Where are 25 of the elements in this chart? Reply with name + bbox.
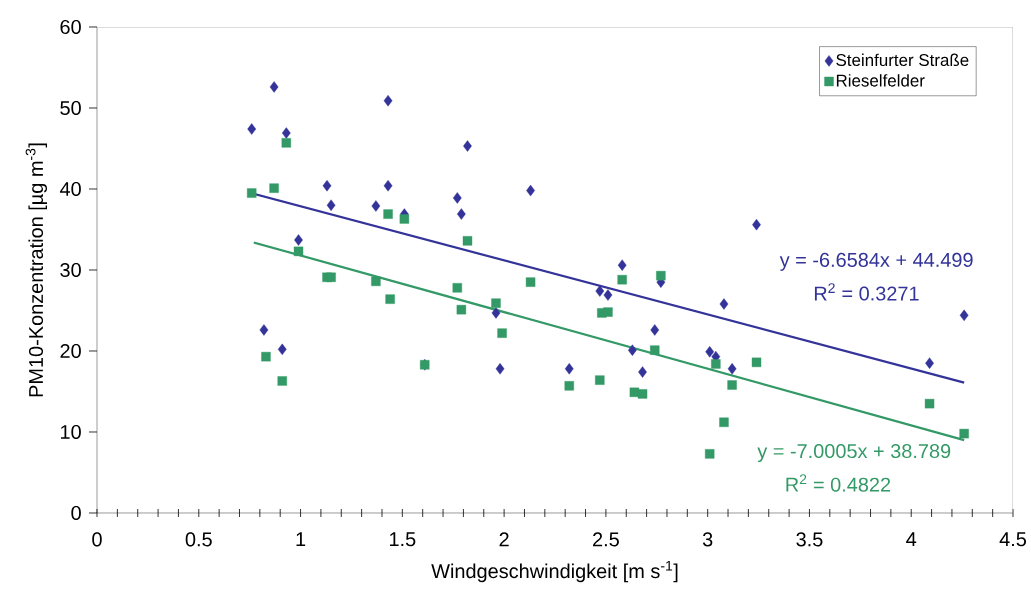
- x-tick-label: 1: [296, 532, 306, 547]
- x-tick-label: 0.5: [185, 532, 212, 547]
- y-tick-label: 20: [60, 343, 81, 359]
- x-tick-label: 2.5: [593, 532, 619, 547]
- x-tick-label: 0: [92, 532, 102, 547]
- x-tick-label: 3: [702, 532, 713, 547]
- x-axis-title: Windgeschwindigkeit [m s$^{-1}$]: [431, 560, 678, 583]
- y-axis-title: PM10-Konzentration [µg m$^{-3}$]: [25, 143, 48, 397]
- y-tick-label: 50: [60, 100, 81, 116]
- annotation: R$^{2}$ = 0.3271: [814, 283, 919, 301]
- x-tick-label: 1.5: [390, 532, 416, 547]
- annotation: R$^{2}$ = 0.4822: [786, 474, 891, 492]
- x-tick-label: 3.5: [796, 532, 823, 547]
- annotation: y = -7.0005x + 38.789: [757, 444, 951, 463]
- annotation: y = -6.6584x + 44.499: [779, 252, 973, 271]
- y-tick-label: 60: [60, 19, 81, 35]
- y-tick-label: 10: [61, 424, 81, 440]
- y-tick-label: 40: [59, 181, 81, 197]
- y-tick-label: 30: [60, 262, 81, 278]
- y-tick-label: 0: [71, 505, 81, 521]
- legend-label: Steinfurter Straße: [836, 53, 969, 67]
- legend-label: Rieselfelder: [836, 74, 925, 87]
- x-tick-label: 2: [499, 532, 509, 547]
- x-tick-label: 4.5: [999, 532, 1027, 547]
- x-tick-label: 4: [906, 532, 917, 547]
